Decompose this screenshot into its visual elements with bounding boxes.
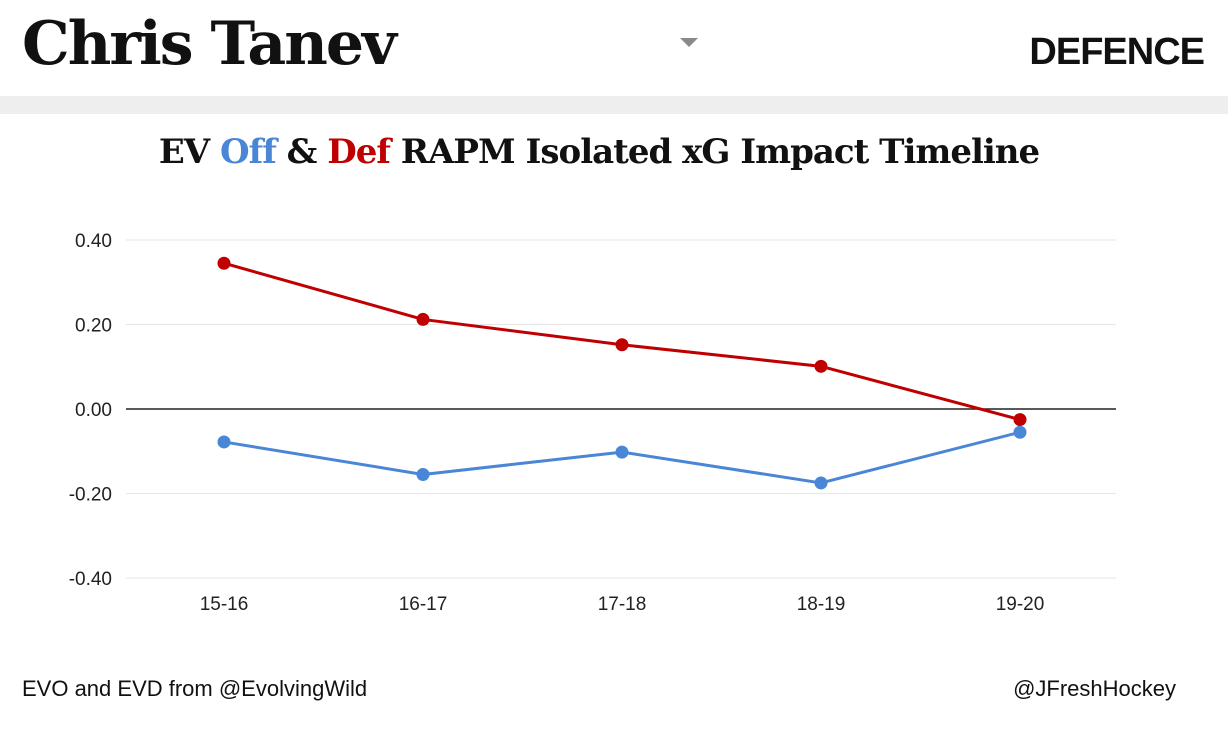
title-amp: & [275, 132, 328, 172]
def-data-point [416, 312, 430, 326]
def-data-point [217, 256, 231, 270]
y-tick-label: 0.40 [75, 231, 112, 252]
x-tick-label: 19-20 [996, 594, 1045, 615]
title-ev: EV [158, 132, 220, 172]
y-tick-label: -0.40 [69, 569, 112, 590]
y-tick-label: -0.20 [69, 485, 112, 506]
def-data-point [615, 338, 629, 352]
x-tick-label: 16-17 [399, 594, 448, 615]
x-tick-label: 15-16 [200, 594, 249, 615]
y-tick-label: 0.00 [75, 400, 112, 421]
def-data-point [814, 359, 828, 373]
off-data-point [217, 435, 231, 449]
x-tick-label: 17-18 [598, 594, 647, 615]
header-divider-band [0, 96, 1228, 114]
title-off: Off [219, 132, 277, 172]
player-name: Chris Tanev [22, 9, 397, 79]
def-data-point [1013, 413, 1027, 427]
y-tick-label: 0.20 [75, 316, 112, 337]
off-data-point [1013, 425, 1027, 439]
chevron-down-icon[interactable] [680, 38, 698, 47]
off-data-point [416, 467, 430, 481]
author-credit: @JFreshHockey [1013, 676, 1176, 701]
title-rest: RAPM Isolated xG Impact Timeline [389, 132, 1040, 172]
position-label: DEFENCE [1029, 31, 1205, 73]
x-tick-label: 18-19 [797, 594, 846, 615]
chart-title: EV Off & Def RAPM Isolated xG Impact Tim… [0, 128, 1198, 176]
off-data-point [615, 445, 629, 459]
off-data-point [814, 476, 828, 490]
title-def: Def [327, 132, 391, 172]
header: Chris Tanev DEFENCE [0, 0, 1228, 96]
source-credit: EVO and EVD from @EvolvingWild [22, 676, 368, 701]
